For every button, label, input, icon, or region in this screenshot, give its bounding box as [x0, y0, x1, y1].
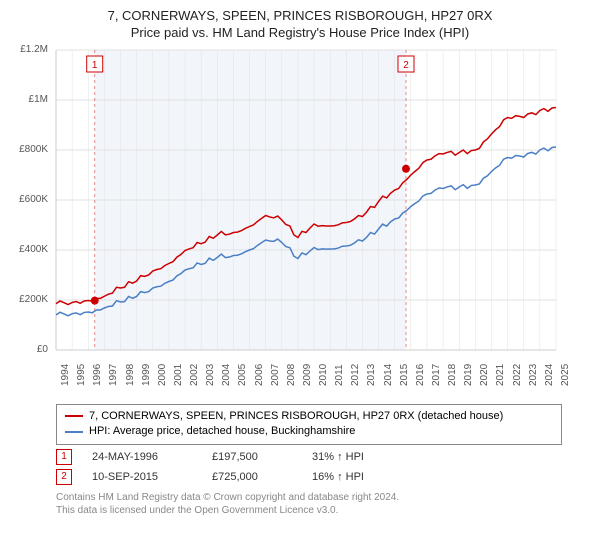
- x-tick-label: 1999: [141, 356, 152, 386]
- x-tick-label: 2006: [254, 356, 265, 386]
- x-tick-label: 2003: [205, 356, 216, 386]
- x-tick-label: 2010: [318, 356, 329, 386]
- x-tick-label: 2014: [383, 356, 394, 386]
- y-tick-label: £600K: [8, 194, 48, 205]
- x-tick-label: 2020: [479, 356, 490, 386]
- x-tick-label: 2007: [270, 356, 281, 386]
- x-tick-label: 2018: [447, 356, 458, 386]
- x-tick-label: 2000: [157, 356, 168, 386]
- legend-row-2: HPI: Average price, detached house, Buck…: [65, 424, 553, 439]
- y-tick-label: £1M: [8, 94, 48, 105]
- legend-swatch-2: [65, 431, 83, 433]
- sale-marker-box: 2: [56, 469, 72, 485]
- x-tick-label: 2013: [366, 356, 377, 386]
- svg-text:1: 1: [92, 60, 98, 71]
- sale-hpi: 31% ↑ HPI: [312, 451, 392, 463]
- svg-text:2: 2: [403, 60, 409, 71]
- x-tick-label: 2016: [415, 356, 426, 386]
- x-tick-label: 1998: [125, 356, 136, 386]
- title-line-2: Price paid vs. HM Land Registry's House …: [8, 25, 592, 42]
- sale-date: 10-SEP-2015: [92, 471, 192, 483]
- x-tick-label: 2024: [544, 356, 555, 386]
- x-tick-label: 2015: [399, 356, 410, 386]
- x-tick-label: 2017: [431, 356, 442, 386]
- x-tick-label: 2002: [189, 356, 200, 386]
- x-tick-label: 2008: [286, 356, 297, 386]
- footer-line-2: This data is licensed under the Open Gov…: [56, 504, 562, 517]
- x-tick-label: 1996: [92, 356, 103, 386]
- sale-row: 2 10-SEP-2015 £725,000 16% ↑ HPI: [56, 467, 562, 487]
- x-tick-label: 2004: [221, 356, 232, 386]
- y-tick-label: £1.2M: [8, 44, 48, 55]
- x-tick-label: 2023: [528, 356, 539, 386]
- x-tick-label: 2025: [560, 356, 571, 386]
- legend-label-2: HPI: Average price, detached house, Buck…: [89, 424, 355, 439]
- x-tick-label: 2005: [237, 356, 248, 386]
- sale-row: 1 24-MAY-1996 £197,500 31% ↑ HPI: [56, 447, 562, 467]
- legend-swatch-1: [65, 415, 83, 417]
- x-tick-label: 2022: [512, 356, 523, 386]
- legend: 7, CORNERWAYS, SPEEN, PRINCES RISBOROUGH…: [56, 404, 562, 445]
- y-tick-label: £800K: [8, 144, 48, 155]
- y-tick-label: £400K: [8, 244, 48, 255]
- legend-label-1: 7, CORNERWAYS, SPEEN, PRINCES RISBOROUGH…: [89, 409, 503, 424]
- x-tick-label: 2011: [334, 356, 345, 386]
- x-tick-label: 2019: [463, 356, 474, 386]
- x-tick-label: 2012: [350, 356, 361, 386]
- chart-title-block: 7, CORNERWAYS, SPEEN, PRINCES RISBOROUGH…: [8, 8, 592, 42]
- x-tick-label: 1997: [108, 356, 119, 386]
- x-tick-label: 2009: [302, 356, 313, 386]
- sale-price: £725,000: [212, 471, 292, 483]
- sale-rows: 1 24-MAY-1996 £197,500 31% ↑ HPI 2 10-SEP-201…: [56, 447, 562, 487]
- sale-hpi: 16% ↑ HPI: [312, 471, 392, 483]
- footer-line-1: Contains HM Land Registry data © Crown c…: [56, 491, 562, 504]
- price-chart: 12: [8, 46, 586, 400]
- y-tick-label: £0: [8, 344, 48, 355]
- x-tick-label: 1994: [60, 356, 71, 386]
- sale-date: 24-MAY-1996: [92, 451, 192, 463]
- title-line-1: 7, CORNERWAYS, SPEEN, PRINCES RISBOROUGH…: [8, 8, 592, 25]
- sale-marker-box: 1: [56, 449, 72, 465]
- chart-container: 12 £0£200K£400K£600K£800K£1M£1.2M 199419…: [8, 46, 592, 400]
- sale-price: £197,500: [212, 451, 292, 463]
- y-tick-label: £200K: [8, 294, 48, 305]
- x-tick-label: 2021: [495, 356, 506, 386]
- x-tick-label: 1995: [76, 356, 87, 386]
- footer: Contains HM Land Registry data © Crown c…: [56, 491, 562, 517]
- legend-row-1: 7, CORNERWAYS, SPEEN, PRINCES RISBOROUGH…: [65, 409, 553, 424]
- x-tick-label: 2001: [173, 356, 184, 386]
